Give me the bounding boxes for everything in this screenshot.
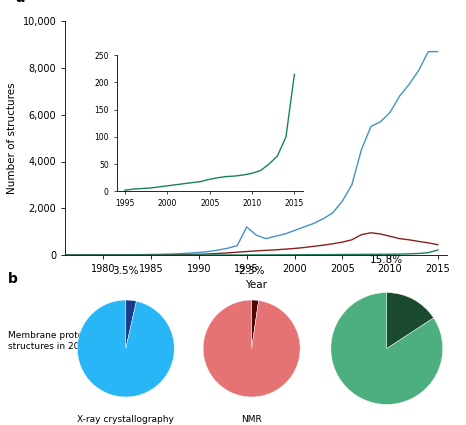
Text: X-ray crystallography: X-ray crystallography [77,415,174,424]
Wedge shape [77,300,174,397]
Wedge shape [203,300,300,397]
Text: a: a [15,0,25,5]
Y-axis label: Number of structures: Number of structures [7,82,17,194]
Text: b: b [8,272,18,286]
Wedge shape [387,292,434,348]
Text: 2.3%: 2.3% [239,266,265,276]
Wedge shape [126,300,137,348]
Text: 15.8%: 15.8% [370,255,404,265]
Text: 3.5%: 3.5% [113,266,139,276]
X-axis label: Year: Year [245,280,267,289]
Wedge shape [331,292,443,405]
Text: Membrane protein
structures in 2015: Membrane protein structures in 2015 [8,331,92,351]
Text: NMR: NMR [241,415,262,424]
Wedge shape [252,300,259,348]
